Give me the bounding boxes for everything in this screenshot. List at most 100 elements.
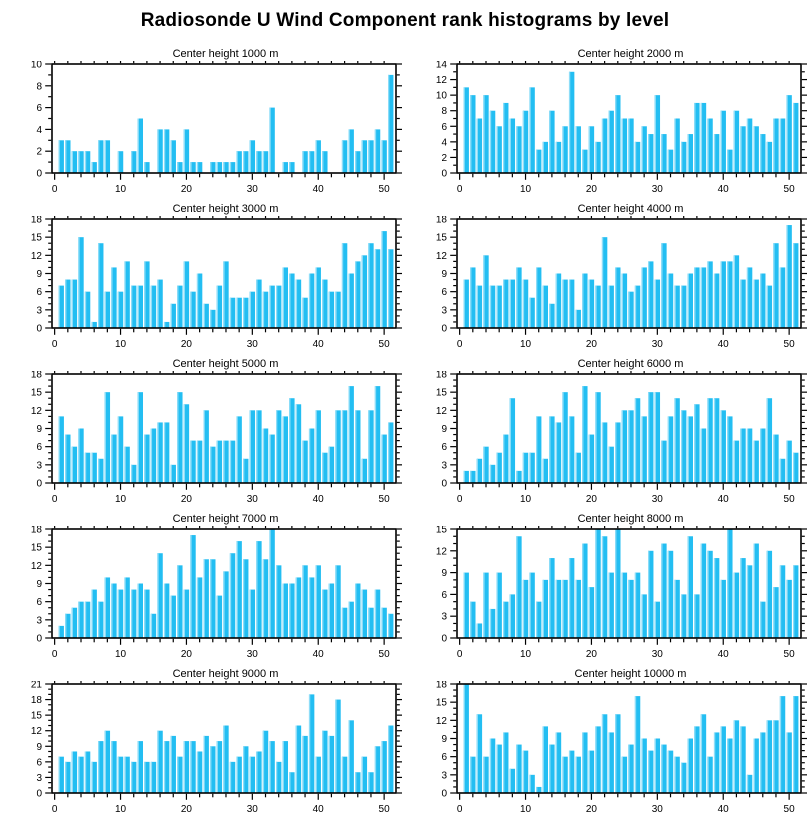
svg-text:18: 18	[436, 216, 448, 226]
chart-title: Center height 1000 m	[172, 48, 279, 60]
svg-text:3: 3	[36, 615, 42, 626]
svg-text:10: 10	[31, 61, 43, 71]
svg-text:6: 6	[441, 590, 447, 601]
svg-text:21: 21	[31, 681, 43, 691]
svg-text:20: 20	[586, 649, 598, 660]
svg-text:20: 20	[181, 649, 193, 660]
chart-title: Center height 9000 m	[172, 668, 279, 680]
svg-text:0: 0	[36, 479, 42, 490]
svg-text:9: 9	[36, 579, 42, 590]
svg-text:30: 30	[652, 184, 664, 195]
rank-histogram-svg: 0 10 20 30 40 50 0 3 6 9 12 15 18	[436, 216, 807, 350]
svg-text:20: 20	[586, 184, 598, 195]
rank-histogram-svg: 0 10 20 30 40 50 0 2 4 6 8 10	[31, 61, 402, 195]
svg-text:30: 30	[247, 494, 259, 505]
svg-text:30: 30	[247, 804, 259, 815]
svg-text:0: 0	[441, 169, 447, 180]
svg-text:0: 0	[52, 804, 58, 815]
chart-title: Center height 8000 m	[577, 513, 684, 525]
svg-text:10: 10	[436, 91, 448, 102]
svg-text:18: 18	[31, 216, 43, 226]
rank-histogram-svg: 0 10 20 30 40 50 0 3 6 9 12 15 18 21	[31, 681, 402, 815]
svg-text:0: 0	[441, 634, 447, 645]
svg-text:0: 0	[52, 649, 58, 660]
svg-text:0: 0	[52, 184, 58, 195]
svg-text:6: 6	[36, 287, 42, 298]
svg-text:12: 12	[436, 251, 448, 262]
svg-text:15: 15	[436, 526, 448, 536]
svg-text:18: 18	[436, 681, 448, 691]
page-title: Radiosonde U Wind Component rank histogr…	[140, 10, 670, 31]
svg-text:20: 20	[586, 494, 598, 505]
svg-text:10: 10	[520, 804, 532, 815]
svg-text:20: 20	[586, 339, 598, 350]
svg-text:6: 6	[36, 597, 42, 608]
svg-text:0: 0	[441, 479, 447, 490]
svg-text:10: 10	[115, 494, 127, 505]
rank-histogram-svg: 0 10 20 30 40 50 0 3 6 9 12 15 18	[436, 681, 807, 815]
svg-text:10: 10	[115, 804, 127, 815]
svg-text:9: 9	[36, 424, 42, 435]
charts-grid: Center height 1000 m 0 10 20 30 40 50 0 2 4 6 8 10 …	[5, 48, 807, 823]
svg-text:0: 0	[52, 339, 58, 350]
svg-text:3: 3	[441, 460, 447, 471]
svg-text:10: 10	[520, 184, 532, 195]
svg-text:40: 40	[313, 184, 325, 195]
svg-text:12: 12	[436, 546, 448, 557]
svg-text:15: 15	[31, 233, 43, 244]
svg-text:30: 30	[247, 649, 259, 660]
svg-text:50: 50	[784, 339, 796, 350]
chart-title: Center height 3000 m	[172, 203, 279, 215]
svg-text:40: 40	[718, 339, 730, 350]
chart-title: Center height 10000 m	[574, 668, 687, 680]
rank-histogram-svg: 0 10 20 30 40 50 0 3 6 9 12 15 18	[436, 371, 807, 505]
svg-text:4: 4	[36, 125, 42, 136]
svg-text:9: 9	[441, 568, 447, 579]
svg-text:3: 3	[441, 305, 447, 316]
rank-histogram-svg: 0 10 20 30 40 50 0 3 6 9 12 15 18	[31, 216, 402, 350]
chart-cell-2000m: Center height 2000 m 0 10 20 30 40 50 0 2 4 6 8 10 1…	[410, 48, 807, 203]
svg-text:0: 0	[36, 169, 42, 180]
svg-text:6: 6	[36, 757, 42, 768]
svg-text:20: 20	[181, 494, 193, 505]
svg-text:40: 40	[313, 804, 325, 815]
svg-text:4: 4	[441, 137, 447, 148]
rank-histogram-svg: 0 10 20 30 40 50 0 2 4 6 8 10 12 14	[436, 61, 807, 195]
svg-text:18: 18	[31, 695, 43, 706]
svg-text:0: 0	[457, 339, 463, 350]
svg-text:3: 3	[36, 773, 42, 784]
chart-cell-1000m: Center height 1000 m 0 10 20 30 40 50 0 2 4 6 8 10	[5, 48, 402, 203]
chart-cell-8000m: Center height 8000 m 0 10 20 30 40 50 0 3 6 9 12 15	[410, 513, 807, 668]
svg-text:0: 0	[457, 804, 463, 815]
svg-text:12: 12	[31, 406, 43, 417]
svg-text:2: 2	[441, 153, 447, 164]
chart-title: Center height 4000 m	[577, 203, 684, 215]
svg-text:3: 3	[36, 305, 42, 316]
svg-text:40: 40	[718, 494, 730, 505]
chart-cell-5000m: Center height 5000 m 0 10 20 30 40 50 0 3 6 9 12 15…	[5, 358, 402, 513]
chart-title: Center height 5000 m	[172, 358, 279, 370]
svg-text:6: 6	[441, 442, 447, 453]
svg-text:40: 40	[313, 649, 325, 660]
svg-text:15: 15	[436, 698, 448, 709]
svg-text:50: 50	[379, 339, 391, 350]
svg-text:18: 18	[31, 371, 43, 381]
svg-text:6: 6	[441, 122, 447, 133]
chart-cell-10000m: Center height 10000 m 0 10 20 30 40 50 0 3 6 9 12 1…	[410, 668, 807, 823]
svg-text:0: 0	[52, 494, 58, 505]
svg-text:6: 6	[36, 442, 42, 453]
svg-text:9: 9	[441, 734, 447, 745]
svg-text:10: 10	[520, 494, 532, 505]
svg-text:50: 50	[379, 804, 391, 815]
svg-text:10: 10	[115, 339, 127, 350]
svg-text:9: 9	[36, 742, 42, 753]
svg-text:15: 15	[436, 388, 448, 399]
svg-text:10: 10	[520, 649, 532, 660]
svg-text:14: 14	[436, 61, 448, 71]
svg-text:50: 50	[784, 649, 796, 660]
svg-text:12: 12	[436, 406, 448, 417]
svg-text:20: 20	[586, 804, 598, 815]
svg-text:6: 6	[36, 103, 42, 114]
svg-text:30: 30	[247, 339, 259, 350]
svg-text:0: 0	[441, 324, 447, 335]
